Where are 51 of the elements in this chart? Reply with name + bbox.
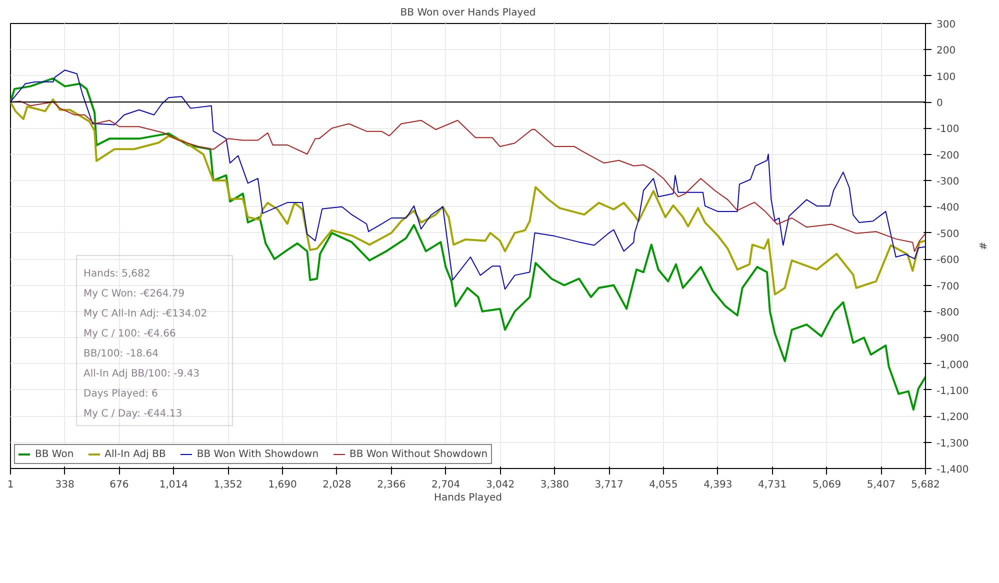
y-tick-label: -400 xyxy=(936,202,960,214)
y-tick-label: -100 xyxy=(936,124,960,136)
y-tick-label: -800 xyxy=(936,307,960,318)
annotation: Hands: 5,682 xyxy=(84,268,150,280)
y-tick-label: 300 xyxy=(936,20,956,30)
y-tick-label: 100 xyxy=(936,72,956,83)
y-tick-label: 0 xyxy=(936,98,943,110)
legend-label: BB Won xyxy=(35,448,74,460)
annotation: My C / Day: -€44.13 xyxy=(84,408,182,420)
x-tick-label: 1,352 xyxy=(214,480,242,490)
x-tick-label: 3,717 xyxy=(594,480,624,490)
x-tick-label: 5,682 xyxy=(911,480,940,490)
x-tick-label: 2,366 xyxy=(377,480,406,490)
x-tick-label: 2,704 xyxy=(432,480,460,490)
annotation: All-In Adj BB/100: -9.43 xyxy=(84,368,200,380)
y-axis-title: # xyxy=(976,242,988,250)
x-tick-label: 3,380 xyxy=(540,480,570,490)
y-tick-label: -300 xyxy=(936,176,960,188)
chart-title: BB Won over Hands Played xyxy=(400,8,536,18)
annotation: My C / 100: -€4.66 xyxy=(84,328,176,340)
x-tick-label: 1,690 xyxy=(268,480,297,490)
x-tick-label: 338 xyxy=(55,480,74,490)
x-tick-label: 2,028 xyxy=(322,480,352,490)
legend-label: All-In Adj BB xyxy=(104,448,166,460)
y-tick-label: -200 xyxy=(936,150,960,162)
x-tick-label: 5,069 xyxy=(812,480,842,490)
annotation: My C All-In Adj: -€134.02 xyxy=(84,308,208,320)
annotation: Days Played: 6 xyxy=(84,388,158,400)
x-tick-label: 4,393 xyxy=(704,480,732,490)
x-tick-label: 4,731 xyxy=(758,480,787,490)
x-tick-label: 5,407 xyxy=(866,480,896,490)
legend-label: BB Won Without Showdown xyxy=(350,448,488,460)
y-tick-label: -1,100 xyxy=(936,386,969,397)
x-tick-label: 676 xyxy=(110,480,129,490)
y-tick-label: -700 xyxy=(936,281,960,292)
annotation: BB/100: -18.64 xyxy=(84,348,158,360)
y-tick-label: -1,000 xyxy=(936,360,969,371)
y-tick-label: -1,400 xyxy=(936,464,969,476)
y-tick-label: -500 xyxy=(936,228,960,240)
y-tick-label: -600 xyxy=(936,255,960,266)
x-tick-label: 4,055 xyxy=(649,480,678,490)
y-tick-label: 200 xyxy=(936,46,956,57)
x-axis-title: Hands Played xyxy=(434,492,502,504)
y-tick-label: -1,300 xyxy=(936,438,969,450)
x-tick-label: 3,042 xyxy=(486,480,515,490)
annotation: My C Won: -€264.79 xyxy=(84,288,185,300)
legend-label: BB Won With Showdown xyxy=(196,448,319,460)
y-tick-label: -1,200 xyxy=(936,412,969,424)
y-tick-label: -900 xyxy=(936,334,960,345)
x-tick-label: 1,014 xyxy=(159,480,188,490)
x-tick-label: 1 xyxy=(7,480,14,490)
